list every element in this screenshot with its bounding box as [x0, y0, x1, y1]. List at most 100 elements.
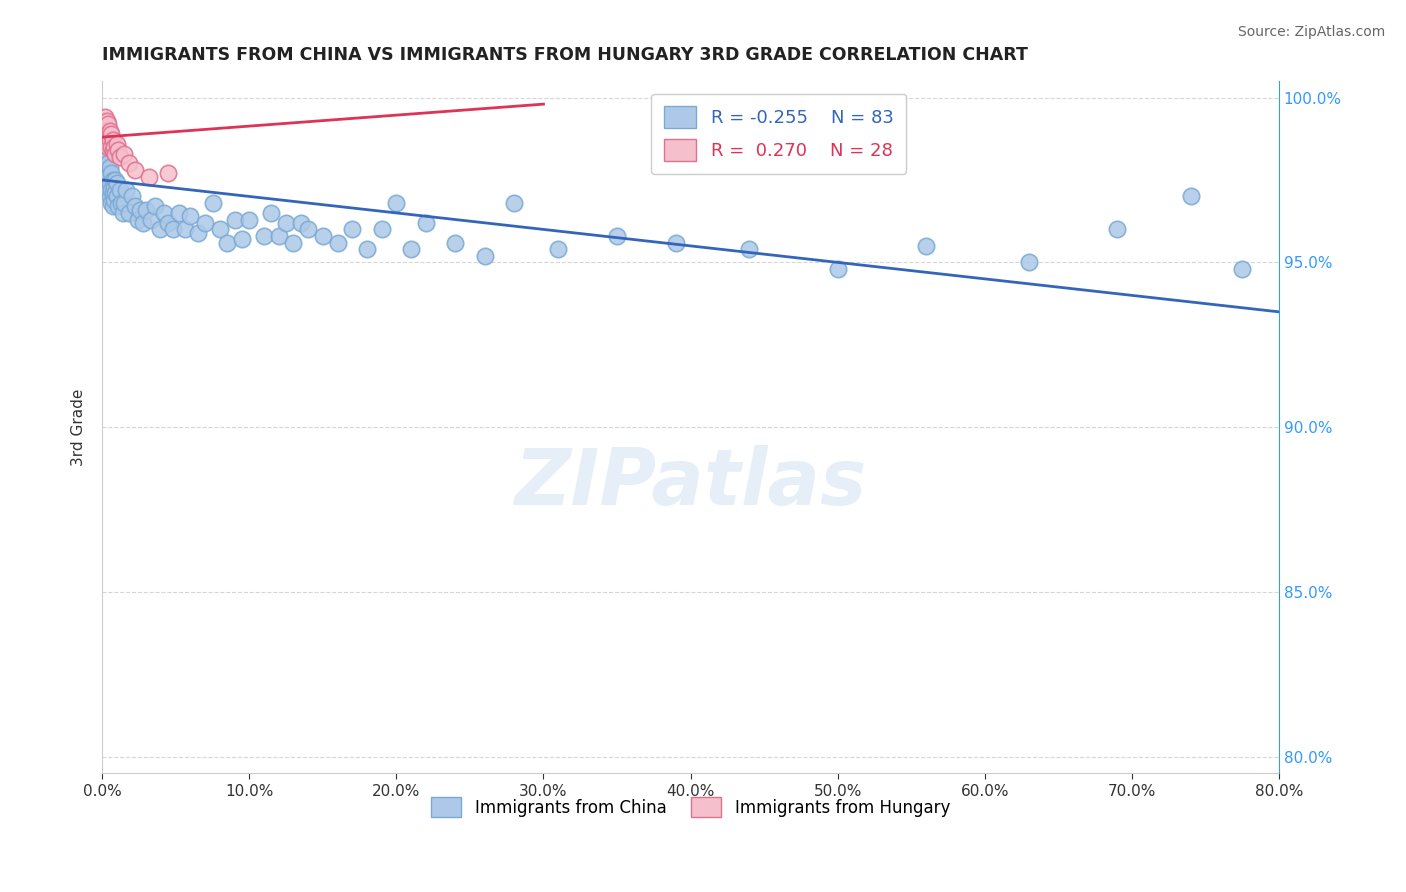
- Point: [107, 199, 129, 213]
- Legend: Immigrants from China, Immigrants from Hungary: Immigrants from China, Immigrants from H…: [425, 790, 956, 824]
- Point: [297, 222, 319, 236]
- Point: [167, 206, 190, 220]
- Point: [98, 176, 121, 190]
- Point: [101, 186, 124, 201]
- Point: [124, 163, 146, 178]
- Point: [97, 117, 120, 131]
- Point: [93, 169, 115, 184]
- Point: [342, 222, 364, 236]
- Point: [104, 173, 127, 187]
- Point: [97, 183, 120, 197]
- Point: [105, 136, 128, 151]
- Point: [103, 193, 125, 207]
- Point: [547, 242, 569, 256]
- Point: [224, 212, 246, 227]
- Point: [201, 196, 224, 211]
- Point: [157, 216, 180, 230]
- Point: [108, 183, 131, 197]
- Point: [132, 216, 155, 230]
- Point: [260, 206, 283, 220]
- Point: [111, 206, 134, 220]
- Point: [370, 222, 392, 236]
- Point: [231, 232, 253, 246]
- Point: [138, 169, 160, 184]
- Point: [94, 120, 117, 135]
- Point: [98, 189, 121, 203]
- Point: [179, 209, 201, 223]
- Point: [118, 206, 141, 220]
- Point: [96, 163, 118, 178]
- Point: [1018, 255, 1040, 269]
- Point: [173, 222, 195, 236]
- Point: [143, 199, 166, 213]
- Point: [105, 176, 128, 190]
- Point: [93, 123, 115, 137]
- Point: [267, 229, 290, 244]
- Point: [135, 202, 157, 217]
- Point: [208, 222, 231, 236]
- Point: [738, 242, 761, 256]
- Point: [356, 242, 378, 256]
- Point: [101, 143, 124, 157]
- Point: [104, 146, 127, 161]
- Point: [107, 143, 129, 157]
- Point: [274, 216, 297, 230]
- Point: [326, 235, 349, 250]
- Point: [94, 130, 117, 145]
- Point: [105, 189, 128, 203]
- Point: [93, 133, 115, 147]
- Point: [217, 235, 239, 250]
- Point: [94, 111, 117, 125]
- Point: [100, 196, 122, 211]
- Point: [444, 235, 467, 250]
- Point: [100, 127, 122, 141]
- Point: [104, 186, 127, 201]
- Point: [1180, 189, 1202, 203]
- Point: [100, 140, 122, 154]
- Point: [100, 183, 122, 197]
- Point: [101, 199, 124, 213]
- Point: [148, 222, 170, 236]
- Point: [129, 202, 152, 217]
- Point: [385, 196, 408, 211]
- Point: [153, 206, 176, 220]
- Point: [93, 156, 115, 170]
- Point: [606, 229, 628, 244]
- Point: [162, 222, 184, 236]
- Point: [114, 183, 136, 197]
- Point: [139, 212, 162, 227]
- Point: [96, 136, 118, 151]
- Point: [157, 166, 180, 180]
- Point: [100, 166, 122, 180]
- Point: [108, 150, 131, 164]
- Point: [187, 226, 209, 240]
- Point: [665, 235, 688, 250]
- Point: [283, 235, 305, 250]
- Point: [827, 262, 849, 277]
- Point: [97, 127, 120, 141]
- Text: IMMIGRANTS FROM CHINA VS IMMIGRANTS FROM HUNGARY 3RD GRADE CORRELATION CHART: IMMIGRANTS FROM CHINA VS IMMIGRANTS FROM…: [103, 46, 1028, 64]
- Point: [101, 133, 124, 147]
- Point: [121, 189, 143, 203]
- Point: [94, 153, 117, 168]
- Point: [103, 179, 125, 194]
- Point: [93, 113, 115, 128]
- Point: [103, 140, 125, 154]
- Point: [127, 212, 149, 227]
- Point: [503, 196, 526, 211]
- Point: [290, 216, 312, 230]
- Point: [110, 196, 132, 211]
- Text: Source: ZipAtlas.com: Source: ZipAtlas.com: [1237, 25, 1385, 39]
- Point: [96, 173, 118, 187]
- Point: [112, 196, 135, 211]
- Point: [112, 146, 135, 161]
- Point: [96, 113, 118, 128]
- Point: [1107, 222, 1129, 236]
- Point: [98, 133, 121, 147]
- Point: [415, 216, 437, 230]
- Text: ZIPatlas: ZIPatlas: [515, 444, 866, 521]
- Point: [98, 123, 121, 137]
- Y-axis label: 3rd Grade: 3rd Grade: [72, 389, 86, 466]
- Point: [94, 166, 117, 180]
- Point: [97, 169, 120, 184]
